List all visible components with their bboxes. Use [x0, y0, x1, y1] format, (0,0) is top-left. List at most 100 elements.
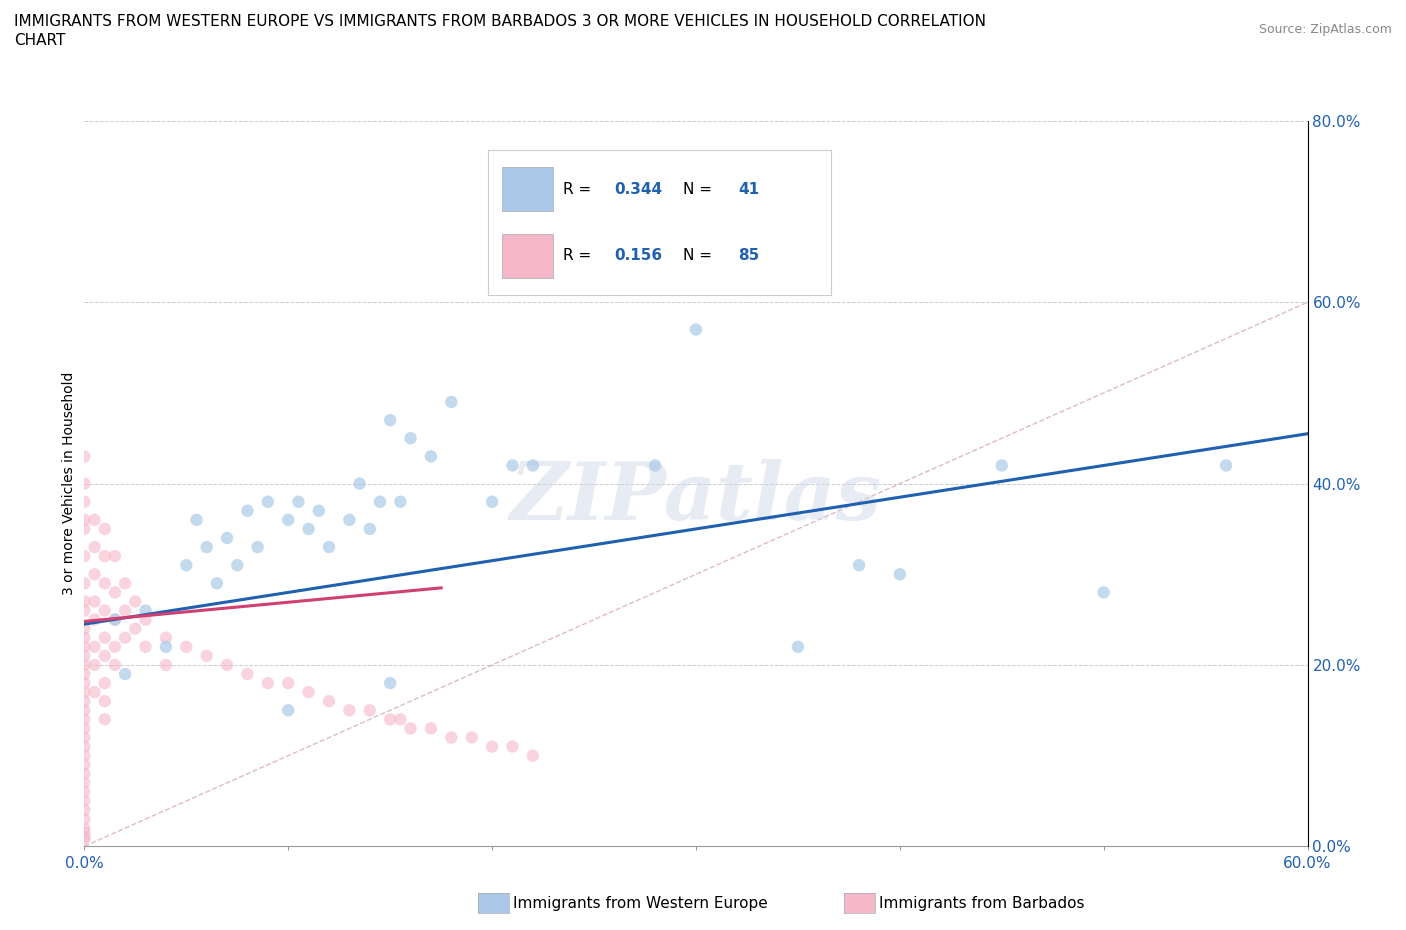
- Point: [186, 512, 208, 527]
- Point: [104, 612, 127, 627]
- Point: [83, 640, 105, 655]
- Point: [461, 730, 484, 745]
- Point: [73, 522, 96, 537]
- Point: [1215, 458, 1237, 473]
- Point: [83, 658, 105, 672]
- Point: [93, 576, 117, 591]
- Text: Source: ZipAtlas.com: Source: ZipAtlas.com: [1258, 23, 1392, 36]
- Point: [73, 631, 96, 645]
- Point: [93, 712, 117, 727]
- Point: [73, 721, 96, 736]
- Point: [399, 721, 422, 736]
- Point: [440, 730, 463, 745]
- Point: [277, 675, 299, 690]
- Point: [73, 831, 96, 846]
- Point: [83, 539, 105, 554]
- Point: [73, 621, 96, 636]
- Text: Immigrants from Western Europe: Immigrants from Western Europe: [513, 896, 768, 910]
- Point: [359, 522, 381, 537]
- Point: [93, 694, 117, 709]
- Point: [73, 825, 96, 840]
- Point: [481, 495, 503, 510]
- Point: [104, 612, 127, 627]
- Point: [440, 394, 463, 409]
- Point: [73, 449, 96, 464]
- Point: [135, 604, 157, 618]
- Point: [217, 530, 239, 545]
- Point: [298, 522, 321, 537]
- Point: [114, 576, 136, 591]
- Point: [73, 785, 96, 800]
- Point: [155, 640, 177, 655]
- Point: [624, 249, 647, 264]
- Point: [73, 495, 96, 510]
- Text: Immigrants from Barbados: Immigrants from Barbados: [879, 896, 1084, 910]
- Point: [73, 576, 96, 591]
- Point: [73, 476, 96, 491]
- Point: [93, 631, 117, 645]
- Point: [298, 684, 321, 699]
- Point: [73, 640, 96, 655]
- Point: [420, 721, 443, 736]
- Point: [73, 821, 96, 836]
- Point: [73, 730, 96, 745]
- Point: [83, 594, 105, 609]
- Point: [399, 431, 422, 445]
- Point: [73, 604, 96, 618]
- Point: [73, 776, 96, 790]
- Point: [73, 694, 96, 709]
- Point: [73, 675, 96, 690]
- Point: [339, 512, 361, 527]
- Point: [195, 539, 218, 554]
- Point: [73, 594, 96, 609]
- Point: [380, 675, 402, 690]
- Point: [889, 567, 911, 582]
- Point: [73, 512, 96, 527]
- Point: [83, 612, 105, 627]
- Point: [236, 667, 259, 682]
- Point: [104, 658, 127, 672]
- Point: [104, 640, 127, 655]
- Point: [135, 640, 157, 655]
- Point: [257, 675, 280, 690]
- Point: [73, 712, 96, 727]
- Point: [73, 549, 96, 564]
- Point: [176, 640, 198, 655]
- Point: [217, 658, 239, 672]
- Point: [502, 739, 524, 754]
- Point: [195, 648, 218, 663]
- Point: [522, 748, 544, 763]
- Point: [114, 631, 136, 645]
- Point: [522, 458, 544, 473]
- Point: [83, 512, 105, 527]
- Point: [389, 712, 412, 727]
- Point: [93, 648, 117, 663]
- Point: [83, 684, 105, 699]
- Point: [246, 539, 269, 554]
- Point: [93, 604, 117, 618]
- Point: [114, 604, 136, 618]
- Point: [349, 476, 371, 491]
- Point: [226, 558, 249, 573]
- Y-axis label: 3 or more Vehicles in Household: 3 or more Vehicles in Household: [62, 372, 76, 595]
- Point: [991, 458, 1014, 473]
- Point: [124, 594, 146, 609]
- Point: [787, 640, 810, 655]
- Point: [155, 658, 177, 672]
- Text: CHART: CHART: [14, 33, 66, 47]
- Point: [257, 495, 280, 510]
- Point: [236, 503, 259, 518]
- Point: [368, 495, 391, 510]
- Point: [205, 576, 228, 591]
- Point: [339, 703, 361, 718]
- Point: [135, 612, 157, 627]
- Point: [73, 648, 96, 663]
- Point: [83, 567, 105, 582]
- Text: ZIPatlas: ZIPatlas: [510, 459, 882, 537]
- Point: [104, 585, 127, 600]
- Point: [308, 503, 330, 518]
- Point: [848, 558, 870, 573]
- Point: [155, 631, 177, 645]
- Point: [318, 539, 340, 554]
- Point: [73, 766, 96, 781]
